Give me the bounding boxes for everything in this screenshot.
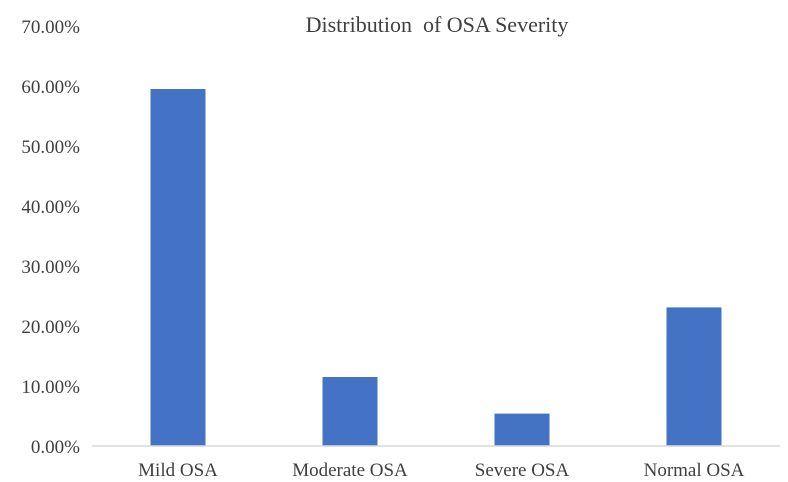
y-tick-label: 10.00% (21, 377, 80, 398)
y-tick-label: 30.00% (21, 257, 80, 278)
chart-title: Distribution of OSA Severity (306, 12, 569, 37)
y-tick-label: 40.00% (21, 197, 80, 218)
y-tick-label: 70.00% (21, 17, 80, 38)
x-axis-labels: Mild OSA Moderate OSA Severe OSA Normal OSA (138, 460, 745, 481)
y-axis-ticks: 0.00% 10.00% 20.00% 30.00% 40.00% 50.00% 60.00… (21, 17, 80, 458)
y-tick-label: 50.00% (21, 137, 80, 158)
x-tick-label: Normal OSA (644, 460, 745, 481)
bar (666, 307, 722, 446)
x-tick-label: Moderate OSA (292, 460, 408, 481)
bar (322, 377, 378, 446)
x-tick-label: Severe OSA (475, 460, 570, 481)
bars (150, 89, 722, 446)
y-tick-label: 60.00% (21, 77, 80, 98)
bar (150, 89, 206, 446)
bar (494, 413, 550, 446)
y-tick-label: 0.00% (31, 437, 80, 458)
y-tick-label: 20.00% (21, 317, 80, 338)
x-tick-label: Mild OSA (138, 460, 218, 481)
